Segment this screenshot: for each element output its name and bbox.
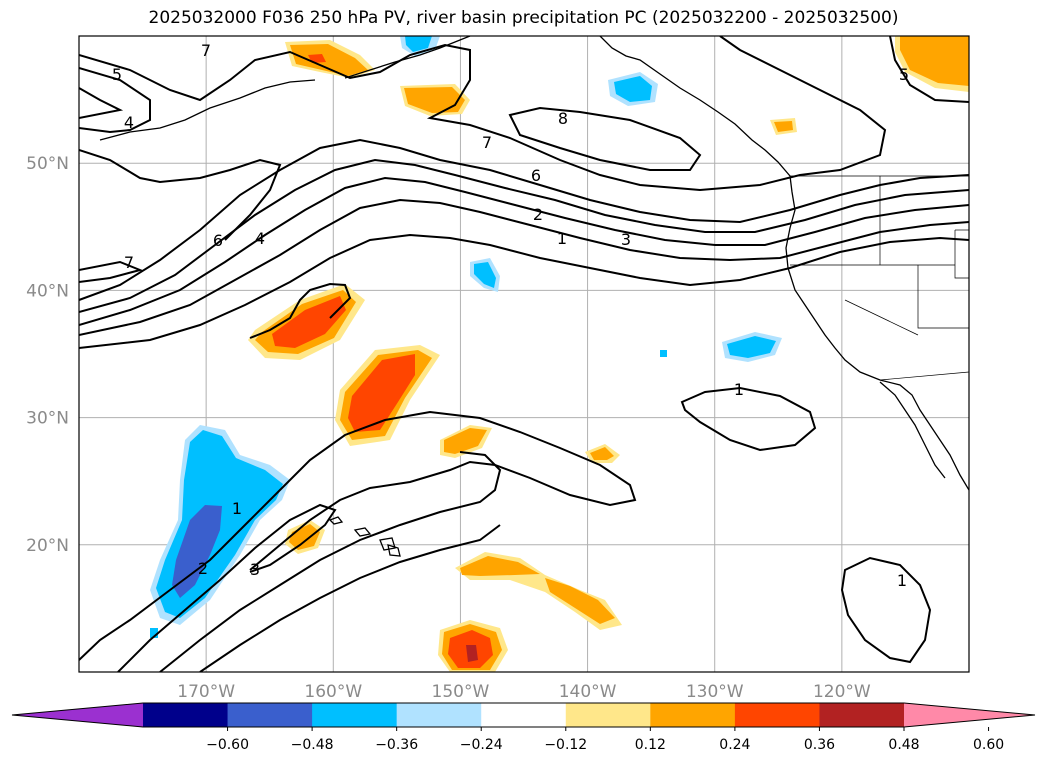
colorbar-tick-labels: −0.60 −0.48 −0.36 −0.24 −0.12 0.12 0.24 0.36 0.4… (206, 727, 1004, 753)
precip-positive-shading (248, 36, 969, 672)
pv-contour-label: 7 (201, 41, 211, 60)
pv-contour-label: 1 (897, 571, 907, 590)
colorbar-tick-label: 0.12 (635, 737, 666, 753)
pv-contour-label: 1 (557, 229, 567, 248)
pv-contour-label: 6 (531, 166, 541, 185)
pv-contour-label: 3 (250, 560, 260, 579)
map-title: 2025032000 F036 250 hPa PV, river basin … (148, 8, 899, 28)
colorbar-tick-label: −0.36 (375, 737, 418, 753)
colorbar-segment (312, 703, 398, 727)
latitude-labels: 50°N 40°N 30°N 20°N (26, 154, 69, 556)
lat-tick-label: 50°N (26, 154, 69, 174)
pv-contour-label: 1 (232, 499, 242, 518)
pv-contour-label: 8 (558, 109, 568, 128)
pv-contour-label: 2 (533, 205, 543, 224)
colorbar-segment (650, 703, 736, 727)
pv-contour-label: 7 (124, 253, 134, 272)
longitude-labels: 170°W 160°W 150°W 140°W 130°W 120°W (177, 682, 871, 702)
lon-tick-label: 130°W (686, 682, 744, 702)
colorbar-tick-label: −0.12 (544, 737, 587, 753)
colorbar-segment (734, 703, 820, 727)
pv-contour-label: 1 (734, 380, 744, 399)
lon-tick-label: 120°W (813, 682, 871, 702)
colorbar-outline (11, 702, 1036, 728)
colorbar-under-triangle (12, 703, 143, 727)
lon-tick-label: 140°W (559, 682, 617, 702)
lon-tick-label: 150°W (432, 682, 490, 702)
colorbar-segment (143, 703, 229, 727)
pv-contour-label: 6 (213, 231, 223, 250)
map-frame (78, 35, 970, 673)
lat-tick-label: 20°N (26, 536, 69, 556)
pv-contour-label: 4 (124, 113, 134, 132)
colorbar-tick-label: 0.48 (888, 737, 919, 753)
colorbar-tick-label: −0.48 (291, 737, 334, 753)
colorbar-tick-label: −0.24 (460, 737, 503, 753)
colorbar-segment (565, 703, 651, 727)
colorbar-over-triangle (904, 703, 1035, 727)
colorbar-tick-label: 0.36 (804, 737, 835, 753)
colorbar-segment (396, 703, 482, 727)
colorbar-tick-label: 0.24 (719, 737, 750, 753)
pv-contours (79, 36, 969, 672)
precip-negative-shading (150, 36, 782, 638)
colorbar-segment (481, 703, 567, 727)
colorbar-tick-label: 0.60 (973, 737, 1004, 753)
lon-tick-label: 170°W (177, 682, 235, 702)
pv-contour-label: 5 (899, 65, 909, 84)
colorbar-segment (227, 703, 313, 727)
colorbar (11, 702, 1036, 728)
pv-contour-label: 5 (112, 65, 122, 84)
lat-tick-label: 30°N (26, 409, 69, 429)
coastlines (99, 36, 969, 557)
colorbar-segment (819, 703, 905, 727)
pv-contour-label: 7 (482, 133, 492, 152)
pv-contour-label: 3 (621, 230, 631, 249)
lat-tick-label: 40°N (26, 281, 69, 301)
colorbar-tick-label: −0.60 (206, 737, 249, 753)
lon-tick-label: 160°W (304, 682, 362, 702)
gridlines (79, 36, 969, 672)
pv-contour-label: 2 (198, 559, 208, 578)
pv-contour-label: 4 (255, 229, 265, 248)
